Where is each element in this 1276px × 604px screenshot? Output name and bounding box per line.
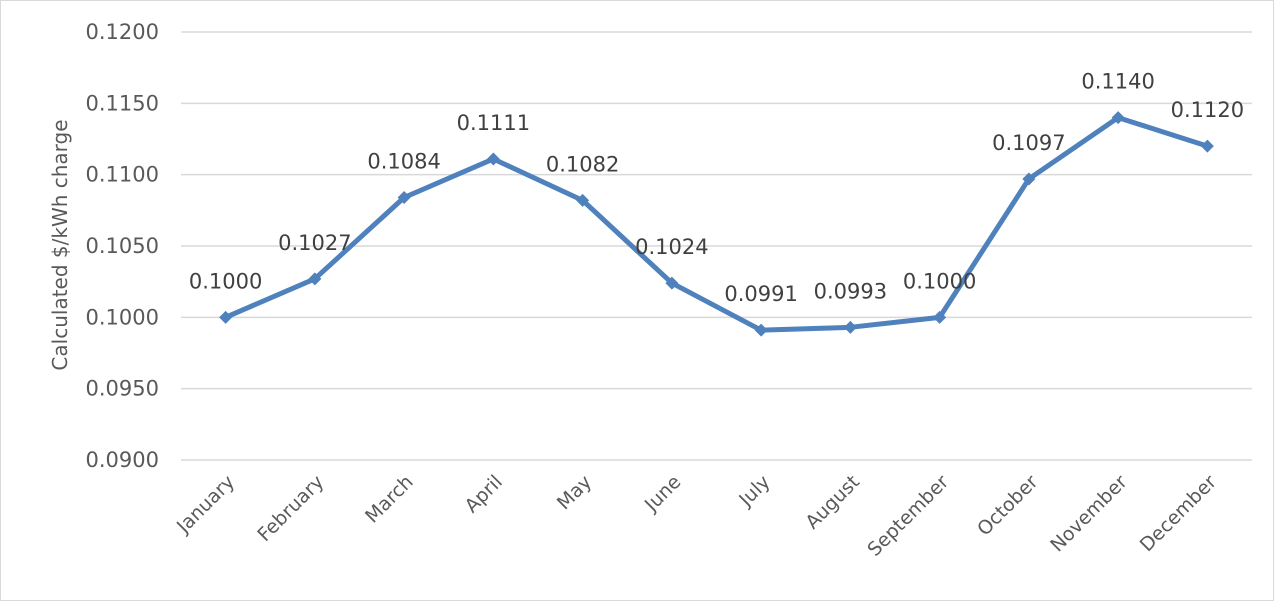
- x-tick-label: October: [973, 471, 1042, 540]
- data-label: 0.1000: [189, 269, 262, 293]
- data-point-marker: [665, 276, 679, 290]
- data-markers: [219, 111, 1214, 337]
- data-point-marker: [843, 320, 857, 334]
- x-tick-label: May: [553, 471, 596, 514]
- x-axis-ticks: January February March April May June July Augu…: [172, 471, 1221, 561]
- y-tick-label: 0.0950: [86, 377, 159, 401]
- data-point-marker: [933, 310, 947, 324]
- y-tick-label: 0.1050: [86, 234, 159, 258]
- data-label: 0.1120: [1171, 98, 1244, 122]
- data-point-marker: [1111, 111, 1125, 125]
- x-tick-label: April: [461, 471, 507, 517]
- data-label: 0.1084: [367, 149, 440, 173]
- data-point-marker: [1200, 139, 1214, 153]
- y-tick-label: 0.0900: [86, 448, 159, 472]
- data-label: 0.0991: [724, 282, 797, 306]
- x-tick-label: July: [734, 471, 774, 511]
- data-label: 0.1097: [992, 131, 1065, 155]
- data-point-marker: [1022, 172, 1036, 186]
- data-point-marker: [754, 323, 768, 337]
- data-label: 0.1027: [278, 231, 351, 255]
- y-tick-label: 0.1150: [86, 91, 159, 115]
- y-axis-ticks: 0.0900 0.0950 0.1000 0.1050 0.1100 0.1150 0.12…: [86, 20, 159, 472]
- series-line-layer: [223, 115, 1210, 333]
- data-label: 0.1082: [546, 152, 619, 176]
- data-label: 0.0993: [814, 279, 887, 303]
- x-tick-label: August: [801, 471, 864, 534]
- y-tick-label: 0.1200: [86, 20, 159, 44]
- data-labels: 0.1000 0.1027 0.1084 0.1111 0.1082 0.1024 0.09…: [189, 70, 1244, 307]
- data-point-marker: [308, 272, 322, 286]
- y-axis-title: Calculated $/kWh charge: [48, 119, 72, 370]
- data-label: 0.1024: [635, 235, 708, 259]
- x-tick-label: June: [640, 471, 686, 517]
- x-tick-label: September: [863, 471, 953, 561]
- data-label: 0.1000: [903, 269, 976, 293]
- data-point-marker: [219, 310, 233, 324]
- x-tick-label: December: [1136, 471, 1221, 556]
- y-tick-label: 0.1100: [86, 163, 159, 187]
- x-tick-label: November: [1046, 471, 1132, 557]
- series-line: [223, 115, 1210, 333]
- x-tick-label: March: [361, 471, 418, 528]
- data-point-marker: [486, 152, 500, 166]
- data-point-marker: [397, 190, 411, 204]
- y-tick-label: 0.1000: [86, 305, 159, 329]
- gridlines: [181, 31, 1252, 461]
- x-tick-label: February: [253, 471, 328, 546]
- data-label: 0.1140: [1081, 70, 1154, 94]
- x-tick-label: January: [172, 471, 239, 538]
- data-label: 0.1111: [457, 111, 530, 135]
- data-point-marker: [576, 193, 590, 207]
